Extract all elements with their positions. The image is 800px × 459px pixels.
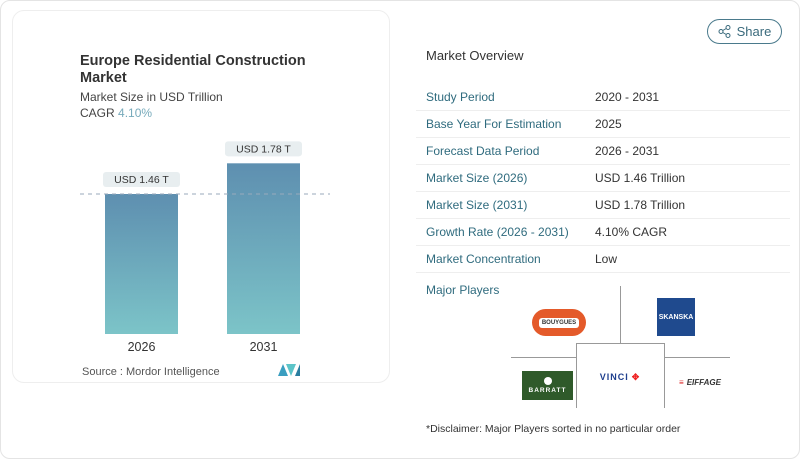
bar-2031 (227, 163, 300, 334)
overview-title: Market Overview (426, 48, 524, 63)
row-label: Base Year For Estimation (426, 117, 562, 131)
data-label: USD 1.78 T (236, 143, 291, 155)
divider (665, 357, 730, 358)
source-text: Source : Mordor Intelligence (82, 366, 220, 378)
row-label: Market Size (2031) (426, 198, 528, 212)
overview-row: Market Concentration Low (416, 246, 790, 273)
row-value: USD 1.46 Trillion (595, 171, 686, 185)
overview-row: Market Size (2031) USD 1.78 Trillion (416, 192, 790, 219)
divider (620, 286, 621, 344)
share-label: Share (736, 24, 772, 39)
divider (511, 357, 576, 358)
row-value: 4.10% CAGR (595, 225, 668, 239)
chart-card (12, 10, 390, 383)
player-logo-vinci: VINCI ✥ (599, 371, 641, 383)
row-value: 2025 (595, 117, 622, 131)
cagr: CAGR 4.10% (80, 106, 152, 120)
share-icon (718, 25, 731, 38)
chart-title: Europe Residential Construction Market (80, 53, 306, 86)
row-value: 2020 - 2031 (595, 90, 660, 104)
bar-2026 (105, 194, 178, 334)
overview-row: Base Year For Estimation 2025 (416, 111, 790, 138)
cagr-label: CAGR (80, 106, 115, 120)
x-tick-label: 2031 (250, 340, 278, 354)
overview-row: Study Period 2020 - 2031 (416, 84, 790, 111)
overview-row: Forecast Data Period 2026 - 2031 (416, 138, 790, 165)
player-logo-barratt: BARRATT (522, 371, 573, 400)
row-value: 2026 - 2031 (595, 144, 660, 158)
mordor-logo-icon (278, 364, 300, 376)
row-label: Market Size (2026) (426, 171, 528, 185)
row-value: Low (595, 252, 618, 266)
data-label-bg (225, 141, 302, 157)
data-label: USD 1.46 T (114, 174, 169, 186)
player-logo-skanska: SKANSKA (657, 298, 695, 336)
bar-chart: USD 1.46 T 2026 USD 1.78 T 2031 (80, 141, 330, 354)
center-box (576, 343, 665, 408)
disclaimer: *Disclaimer: Major Players sorted in no … (426, 423, 681, 435)
player-logo-bouygues: BOUYGUES (532, 309, 586, 336)
overview-row: Growth Rate (2026 - 2031) 4.10% CAGR (416, 219, 790, 246)
player-logo-eiffage: ≡ EIFFAGE (679, 377, 721, 387)
x-tick-label: 2026 (128, 340, 156, 354)
row-label: Forecast Data Period (426, 144, 540, 158)
major-players-label: Major Players (426, 283, 500, 297)
share-button[interactable]: Share (707, 19, 782, 44)
row-label: Growth Rate (2026 - 2031) (426, 225, 569, 239)
data-label-bg (103, 172, 180, 187)
row-value: USD 1.78 Trillion (595, 198, 686, 212)
cagr-value: 4.10% (118, 106, 153, 120)
overview-row: Market Size (2026) USD 1.46 Trillion (416, 165, 790, 192)
row-label: Study Period (426, 90, 495, 104)
chart-subtitle: Market Size in USD Trillion (80, 90, 223, 104)
row-label: Market Concentration (426, 252, 541, 266)
